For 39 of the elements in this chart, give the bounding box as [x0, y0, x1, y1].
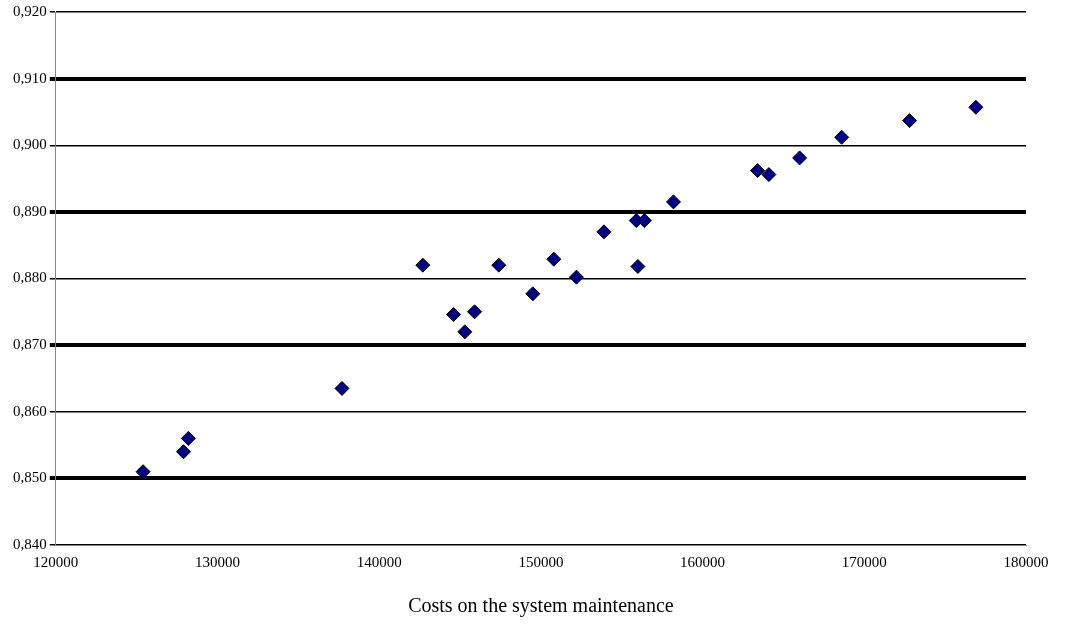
y-tick-label: 0,900	[13, 136, 47, 153]
point	[636, 213, 652, 229]
point	[491, 257, 507, 273]
point	[568, 269, 584, 285]
point	[334, 380, 350, 396]
point	[546, 251, 562, 267]
y-tick-label: 0,920	[13, 2, 47, 19]
point	[761, 167, 777, 183]
point	[457, 324, 473, 340]
x-tick-label: 140000	[356, 553, 402, 570]
point	[902, 113, 918, 129]
point	[750, 163, 766, 179]
x-tick-label: 150000	[518, 553, 564, 570]
x-tick-label: 160000	[680, 553, 726, 570]
point	[525, 286, 541, 302]
x-tick-label: 120000	[33, 553, 79, 570]
point	[596, 224, 612, 240]
y-tick-label: 0,850	[13, 469, 47, 486]
y-tick-label: 0,910	[13, 69, 47, 86]
x-tick-label: 180000	[1003, 553, 1049, 570]
x-axis-title: Costs on the system maintenance	[408, 594, 674, 618]
y-tick-label: 0,890	[13, 202, 47, 219]
point	[968, 99, 984, 115]
y-tick-label: 0,860	[13, 402, 47, 419]
point	[415, 257, 431, 273]
point	[630, 259, 646, 275]
point	[176, 444, 191, 460]
y-tick-label: 0,840	[13, 535, 47, 552]
y-tick-label: 0,870	[13, 336, 47, 353]
point	[446, 306, 462, 322]
point	[135, 464, 151, 480]
point	[792, 150, 808, 166]
y-tick-label: 0,880	[13, 269, 47, 286]
point	[834, 129, 850, 145]
point	[180, 430, 196, 446]
x-tick-label: 170000	[841, 553, 887, 570]
point	[665, 194, 681, 210]
x-tick-label: 130000	[194, 553, 240, 570]
point	[467, 304, 483, 320]
